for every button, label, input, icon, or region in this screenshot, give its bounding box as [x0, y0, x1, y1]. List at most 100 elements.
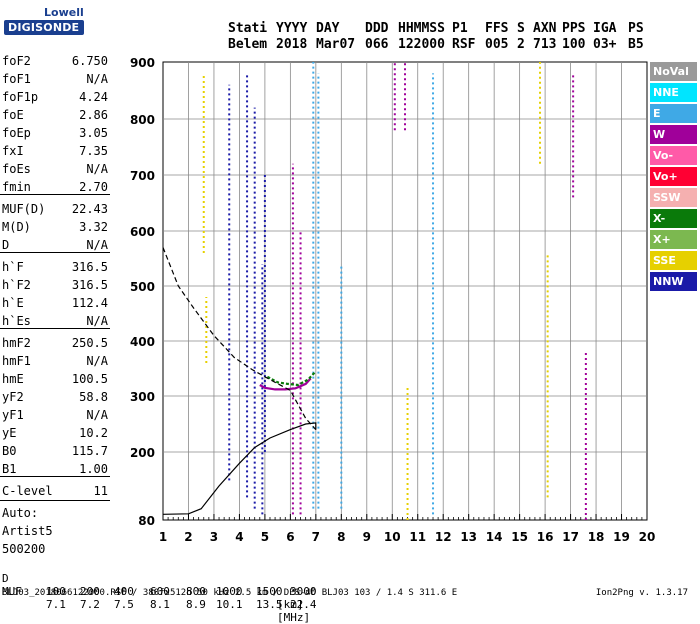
param-value: 6.750	[71, 54, 108, 68]
header-value: 005	[485, 37, 509, 52]
logo-digisonde-text: DIGISONDE	[4, 20, 84, 35]
legend-item-x-: X+	[650, 230, 697, 249]
footer-distance-row: D 100 200 400 600 800 1000 1500 3000 [km]	[2, 559, 402, 611]
x-tick-label: 9	[363, 530, 371, 544]
auto-line3: 500200	[2, 542, 46, 556]
x-tick-label: 8	[337, 530, 345, 544]
x-tick-label: 13	[460, 530, 477, 544]
header-value: 2018	[276, 37, 308, 52]
param-value: 4.24	[79, 90, 108, 104]
header-value: 100	[562, 37, 586, 52]
header-label: P1	[452, 21, 468, 36]
muf-label: MUF	[2, 585, 22, 598]
param-row: MUF(D) 22.43	[0, 202, 108, 218]
auto-line1: Auto:	[2, 506, 39, 520]
header-label: AXN	[533, 21, 557, 36]
param-row: hmF1 N/A	[0, 354, 108, 370]
param-row: h`E 112.4	[0, 296, 108, 312]
param-row: foEp 3.05	[0, 126, 108, 142]
distance-value: 100	[46, 585, 66, 598]
param-value: N/A	[86, 162, 108, 176]
logo: Lowell DIGISONDE	[4, 6, 84, 35]
header-label: S	[517, 21, 525, 36]
header-value: B5	[628, 37, 644, 52]
param-name: fxI	[2, 144, 24, 158]
param-name: B1	[2, 462, 17, 476]
param-name: M(D)	[2, 220, 31, 234]
param-name: foEs	[2, 162, 31, 176]
x-tick-label: 6	[286, 530, 294, 544]
header: Stati YYYY DAY DDD HHMMSS P1 FFS S AXN PPS IGA PS B…	[0, 0, 700, 52]
param-value: 100.5	[71, 372, 108, 386]
param-name: foF1p	[2, 90, 39, 104]
y-tick-label: 900	[130, 56, 155, 70]
distance-value: 200	[80, 585, 100, 598]
header-value: 2	[517, 37, 525, 52]
y-tick-label: 700	[130, 169, 155, 183]
param-row: fmin 2.70	[0, 180, 108, 196]
header-value: 713	[533, 37, 557, 52]
x-tick-label: 5	[261, 530, 269, 544]
param-value: 11	[93, 484, 108, 498]
legend-item-vo-: Vo+	[650, 167, 697, 186]
param-name: foF2	[2, 54, 31, 68]
param-row: M(D) 3.32	[0, 220, 108, 236]
legend-item-noval: NoVal	[650, 62, 697, 81]
param-name: C-level	[2, 484, 53, 498]
param-value: N/A	[86, 238, 108, 252]
param-name: h`Es	[2, 314, 31, 328]
param-row: h`F 316.5	[0, 260, 108, 276]
profile-solid-line	[162, 422, 317, 515]
f-layer-trace	[259, 377, 312, 391]
legend-item-vo-: Vo-	[650, 146, 697, 165]
param-value: 3.05	[79, 126, 108, 140]
header-label: HHMMSS	[398, 21, 445, 36]
param-row: yF2 58.8	[0, 390, 108, 406]
footer-muf-row: MUF 7.1 7.2 7.5 8.1 8.9 10.1 13.5 22.4 [MHz]	[2, 572, 402, 624]
param-value: N/A	[86, 354, 108, 368]
param-name: h`E	[2, 296, 24, 310]
x-tick-label: 20	[639, 530, 656, 544]
legend-item-nne: NNE	[650, 83, 697, 102]
param-value: 316.5	[71, 260, 108, 274]
param-row: h`Es N/A	[0, 314, 108, 330]
separator	[0, 328, 110, 329]
param-row: hmE 100.5	[0, 372, 108, 388]
param-name: foF1	[2, 72, 31, 86]
param-row: C-level 11	[0, 484, 108, 500]
header-label: YYYY	[276, 21, 308, 36]
param-value: 10.2	[79, 426, 108, 440]
param-row: D N/A	[0, 238, 108, 254]
param-row: B1 1.00	[0, 462, 108, 478]
x-tick-label: 16	[537, 530, 554, 544]
x-tick-label: 19	[613, 530, 630, 544]
legend-item-ssw: SSW	[650, 188, 697, 207]
header-label: PPS	[562, 21, 586, 36]
param-name: h`F2	[2, 278, 31, 292]
param-name: B0	[2, 444, 17, 458]
param-value: 2.70	[79, 180, 108, 194]
y-tick-label: 400	[130, 335, 155, 349]
param-name: yF2	[2, 390, 24, 404]
y-tick-label: 600	[130, 225, 155, 239]
param-row: yE 10.2	[0, 426, 108, 442]
x-tick-label: 18	[588, 530, 605, 544]
header-label: IGA	[593, 21, 617, 36]
distance-value: 3000	[290, 585, 317, 598]
y-tick-label: 800	[130, 113, 155, 127]
y-tick-label: 80	[138, 514, 155, 528]
x-tick-label: 15	[511, 530, 528, 544]
header-label: DDD	[365, 21, 389, 36]
version-info: Ion2Png v. 1.3.17	[595, 588, 688, 598]
file-info: BLJ03_2018066122000.RSF / 380fx512h 50 k…	[2, 588, 458, 598]
param-name: fmin	[2, 180, 31, 194]
legend-item-x-: X-	[650, 209, 697, 228]
separator	[0, 194, 110, 195]
ionogram-plot: 1 2 3 4 5 6 7 8 9 10 11 12 13 14 15 16 17 18 19 20802003004…	[130, 56, 656, 544]
distance-label: D	[2, 572, 9, 585]
param-name: hmF1	[2, 354, 31, 368]
param-value: 112.4	[71, 296, 108, 310]
param-row: h`F2 316.5	[0, 278, 108, 294]
param-value: 22.43	[71, 202, 108, 216]
x-tick-label: 2	[184, 530, 192, 544]
